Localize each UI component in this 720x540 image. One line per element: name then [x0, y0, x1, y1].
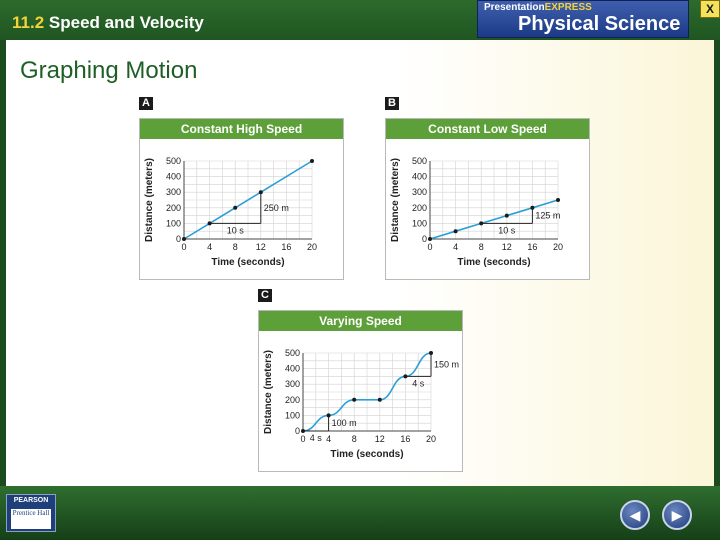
chart-a-badge: A: [139, 97, 153, 110]
rise-label: 125 m: [535, 211, 560, 221]
data-point: [453, 229, 458, 234]
y-tick-label: 200: [166, 203, 181, 213]
close-button[interactable]: X: [700, 0, 720, 18]
slide-title: Graphing Motion: [20, 57, 198, 84]
publisher-logo: PEARSON Prentice Hall: [6, 494, 56, 532]
y-axis-label: Distance (meters): [263, 350, 274, 434]
y-tick-label: 400: [285, 364, 300, 374]
data-point: [556, 198, 560, 202]
chart-a-title: Constant High Speed: [140, 119, 343, 139]
data-point: [352, 397, 357, 402]
chart-b-badge: B: [385, 97, 399, 110]
y-tick-label: 200: [412, 203, 427, 213]
run-label: 10 s: [227, 225, 245, 235]
x-tick-label: 0: [181, 242, 186, 252]
y-axis-label: Distance (meters): [144, 158, 155, 242]
triangle-left-icon: ◀: [629, 507, 641, 523]
y-tick-label: 500: [166, 156, 181, 166]
data-point: [258, 190, 263, 195]
data-point: [428, 237, 432, 241]
y-tick-label: 300: [166, 187, 181, 197]
chart-c: Varying Speed 0 4 8 12 16 20 0 100 200 300 400 500 T…: [258, 310, 463, 472]
x-tick-label: 8: [352, 434, 357, 444]
brand-prefix: PresentationEXPRESS: [484, 2, 592, 13]
y-tick-label: 100: [412, 218, 427, 228]
x-tick-label: 16: [281, 242, 291, 252]
x-tick-label: 0: [427, 242, 432, 252]
rise-label: 100 m: [332, 418, 357, 428]
y-tick-label: 100: [285, 410, 300, 420]
rise-label: 150 m: [434, 360, 459, 370]
data-point: [310, 159, 314, 163]
triangle-right-icon: ▶: [671, 507, 683, 523]
data-point: [207, 221, 212, 226]
section-heading: 11.2 Speed and Velocity: [12, 13, 204, 33]
footer-bar: [0, 486, 720, 540]
x-tick-label: 4: [326, 434, 331, 444]
brand-product: Physical Science: [518, 13, 681, 35]
section-title: Speed and Velocity: [48, 13, 204, 32]
y-tick-label: 500: [412, 156, 427, 166]
x-axis-label: Time (seconds): [330, 449, 403, 460]
chart-c-title: Varying Speed: [259, 311, 462, 331]
publisher-bottom: Prentice Hall: [11, 509, 51, 529]
run-label: 4 s: [310, 433, 323, 443]
data-point: [301, 429, 305, 433]
data-point: [429, 351, 433, 355]
y-tick-label: 400: [412, 172, 427, 182]
y-tick-label: 300: [412, 187, 427, 197]
data-point: [377, 397, 382, 402]
x-tick-label: 12: [256, 242, 266, 252]
x-tick-label: 0: [300, 434, 305, 444]
x-tick-label: 8: [233, 242, 238, 252]
chart-c-badge: C: [258, 289, 272, 302]
y-axis-label: Distance (meters): [390, 158, 401, 242]
x-tick-label: 12: [502, 242, 512, 252]
chart-b-title: Constant Low Speed: [386, 119, 589, 139]
x-tick-label: 4: [207, 242, 212, 252]
y-tick-label: 400: [166, 172, 181, 182]
data-point: [326, 413, 331, 418]
series-line-b: [429, 199, 559, 240]
brand-prefix-text: Presentation: [484, 2, 545, 13]
brand-logo: PresentationEXPRESS Physical Science: [477, 0, 689, 38]
x-tick-label: 8: [479, 242, 484, 252]
x-tick-label: 16: [400, 434, 410, 444]
x-tick-label: 20: [553, 242, 563, 252]
x-tick-label: 12: [375, 434, 385, 444]
previous-slide-button[interactable]: ◀: [620, 500, 650, 530]
y-tick-label: 0: [295, 426, 300, 436]
series-line-c: [302, 352, 432, 432]
chart-a: Constant High Speed 0 4 8 12 16 20 0 100 200 300 4…: [139, 118, 344, 280]
y-tick-label: 0: [422, 234, 427, 244]
brand-prefix-bold: EXPRESS: [544, 2, 592, 13]
publisher-top: PEARSON: [13, 497, 49, 504]
chart-b: Constant Low Speed 0 4 8 12 16 20 0 100 200 300 40…: [385, 118, 590, 280]
data-point: [182, 237, 186, 241]
run-label: 10 s: [498, 225, 516, 235]
x-axis-label: Time (seconds): [457, 257, 530, 268]
data-point: [504, 213, 509, 218]
y-tick-label: 0: [176, 234, 181, 244]
data-point: [479, 221, 484, 226]
run-label: 4 s: [412, 378, 425, 388]
next-slide-button[interactable]: ▶: [662, 500, 692, 530]
rise-label: 250 m: [264, 203, 289, 213]
data-point: [403, 374, 408, 379]
section-number: 11.2: [12, 13, 45, 32]
data-point: [233, 205, 238, 210]
y-tick-label: 100: [166, 218, 181, 228]
x-tick-label: 20: [307, 242, 317, 252]
x-tick-label: 16: [527, 242, 537, 252]
y-tick-label: 200: [285, 395, 300, 405]
x-tick-label: 20: [426, 434, 436, 444]
y-tick-label: 500: [285, 348, 300, 358]
x-tick-label: 4: [453, 242, 458, 252]
y-tick-label: 300: [285, 379, 300, 389]
data-point: [530, 205, 535, 210]
x-axis-label: Time (seconds): [211, 257, 284, 268]
